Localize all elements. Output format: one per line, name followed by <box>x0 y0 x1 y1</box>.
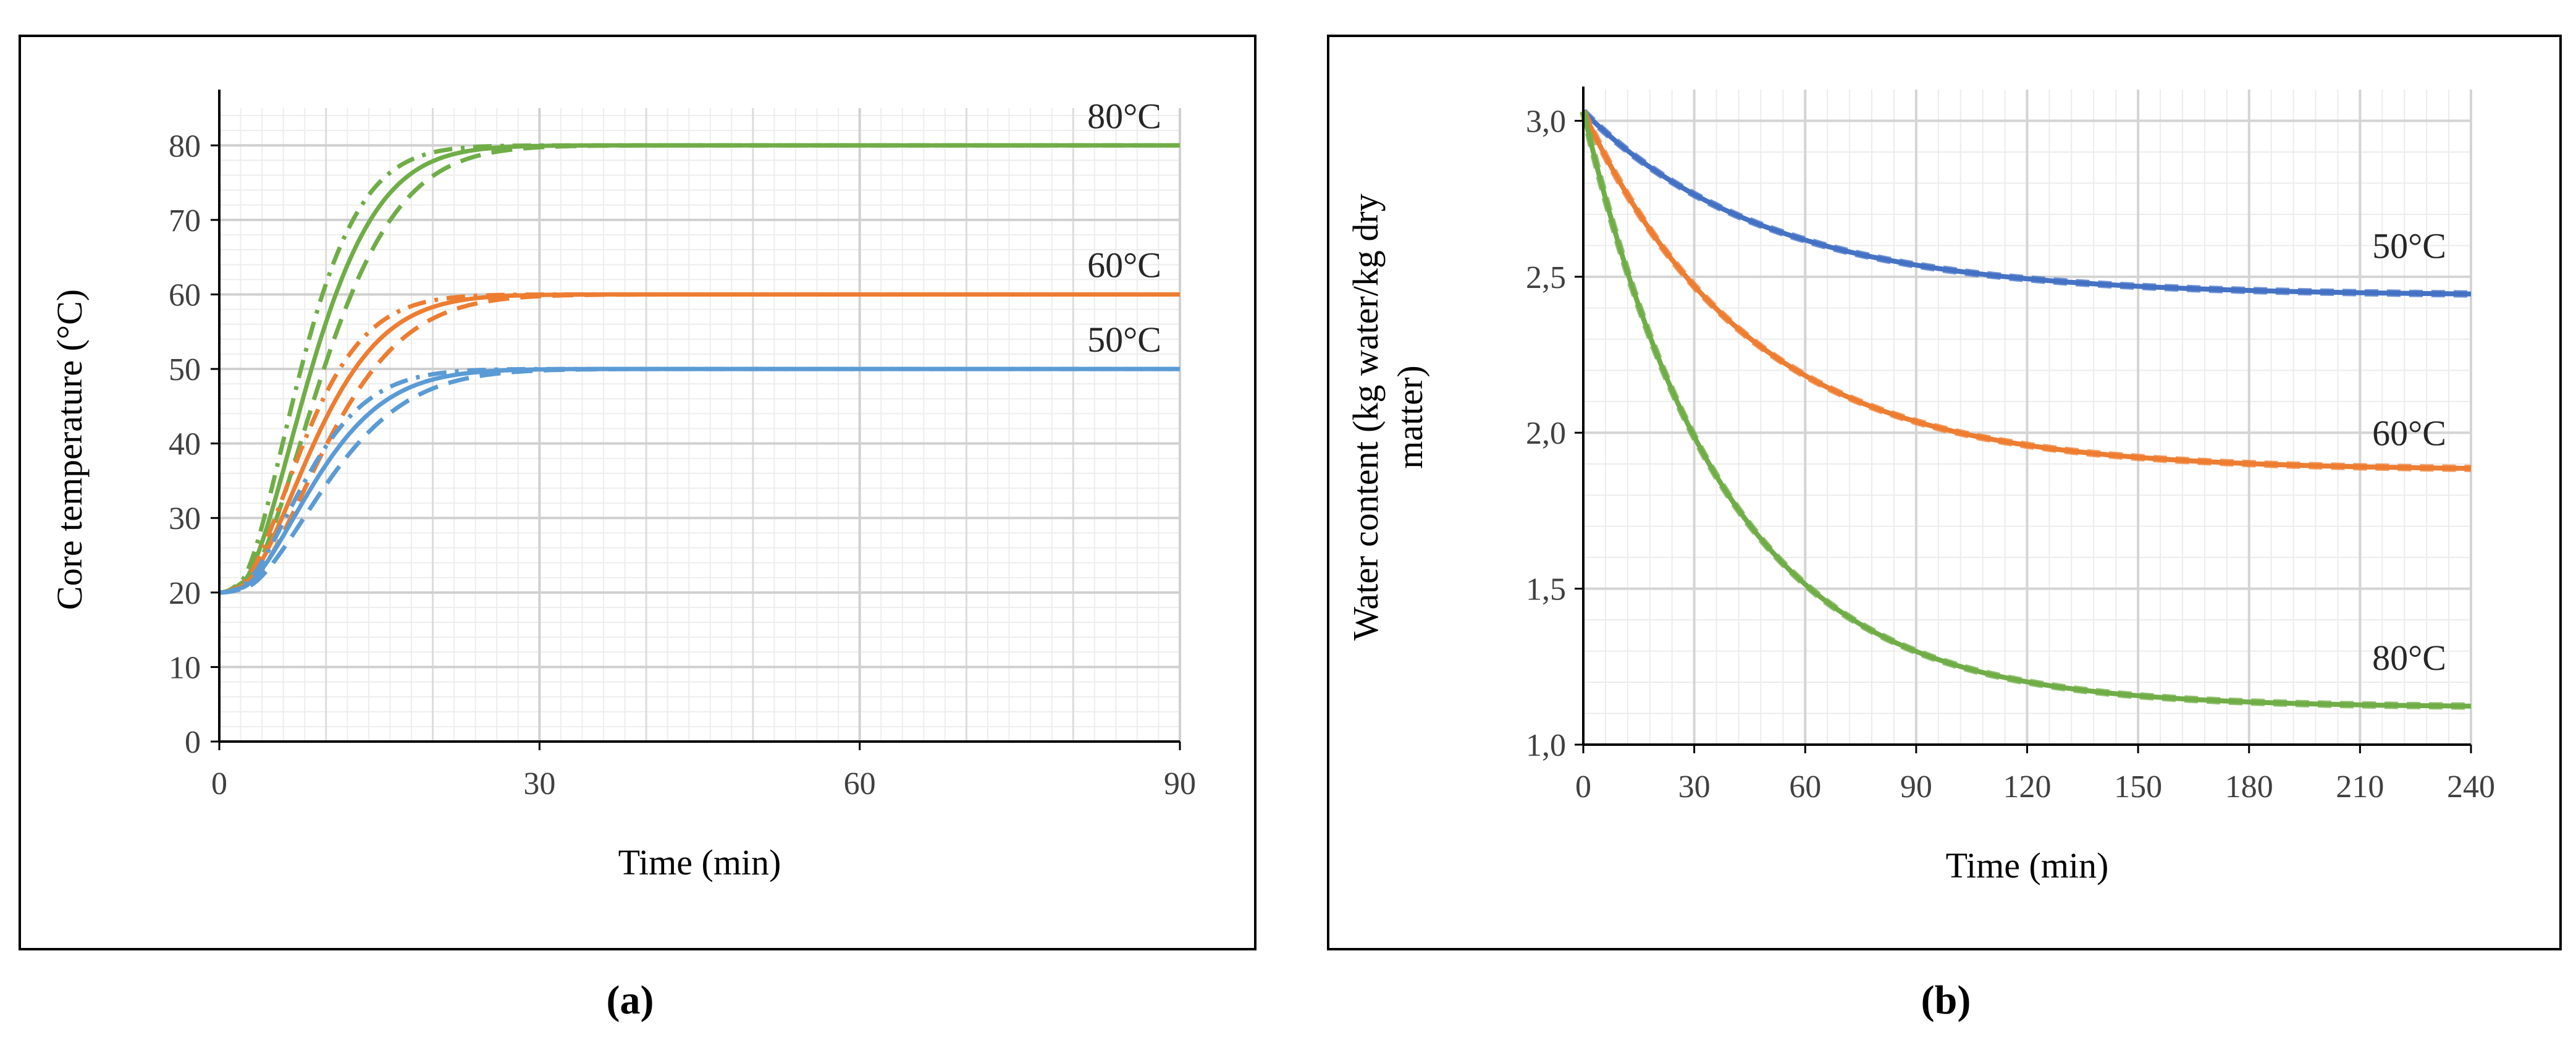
x-tick-label: 150 <box>2114 769 2162 805</box>
panel-b-frame <box>1327 35 2562 950</box>
series-model-line-50c <box>1580 109 2472 298</box>
y-tick-label: 2,0 <box>1526 416 1566 451</box>
series-model-line-80c <box>1580 110 2472 710</box>
x-tick-label: 30 <box>1678 769 1711 805</box>
x-tick-label: 60 <box>844 766 876 801</box>
series-label-80c: 80°C <box>2372 638 2446 678</box>
y-tick-label: 0 <box>185 725 201 760</box>
series-line-50c-dashed <box>219 366 1180 595</box>
series-model-line-60c <box>1580 109 2472 472</box>
series-label-60c: 60°C <box>1087 245 1161 285</box>
x-axis-title: Time (min) <box>618 842 781 882</box>
y-tick-label: 10 <box>169 650 201 685</box>
x-tick-label: 30 <box>523 766 555 801</box>
y-tick-label: 1,5 <box>1526 572 1566 607</box>
series-label-60c: 60°C <box>2372 413 2446 453</box>
x-tick-label: 120 <box>2003 769 2052 805</box>
x-tick-label: 210 <box>2336 769 2384 805</box>
y-tick-label: 60 <box>169 277 201 313</box>
series-line-60c-dashed <box>219 292 1180 595</box>
series-label-50c: 50°C <box>1087 319 1161 360</box>
y-tick-label: 70 <box>169 203 201 239</box>
x-tick-label: 90 <box>1900 769 1932 805</box>
y-tick-label: 3,0 <box>1526 104 1566 139</box>
x-tick-label: 90 <box>1164 766 1196 801</box>
series-line-80c-dashed <box>219 143 1180 595</box>
y-axis-title: Water content (kg water/kg dry matter) <box>1345 193 1430 640</box>
panel-a-frame <box>19 35 1256 950</box>
x-tick-label: 60 <box>1789 769 1821 805</box>
y-tick-label: 2,5 <box>1526 260 1566 295</box>
y-tick-label: 50 <box>169 352 201 387</box>
series-label-80c: 80°C <box>1087 96 1161 136</box>
y-tick-label: 30 <box>169 501 201 536</box>
panel-b-label: (b) <box>1921 978 1971 1023</box>
y-tick-label: 40 <box>169 427 201 462</box>
y-tick-label: 20 <box>169 576 201 611</box>
y-tick-label: 1,0 <box>1526 728 1566 763</box>
x-tick-label: 0 <box>1575 769 1591 805</box>
panel-a-label: (a) <box>607 978 654 1023</box>
x-tick-label: 180 <box>2225 769 2273 805</box>
y-axis-title: Core temperature (°C) <box>49 289 90 610</box>
x-axis-title: Time (min) <box>1946 845 2109 886</box>
y-tick-label: 80 <box>169 129 201 164</box>
plot-a: 0 10 20 30 40 50 60 70 80 0 30 60 90 Time (min) Core t… <box>49 90 1196 882</box>
series-line-50c-solid <box>219 366 1180 595</box>
series-label-50c: 50°C <box>2372 226 2446 266</box>
x-tick-label: 240 <box>2447 769 2495 805</box>
plot-b: 1,0 1,5 2,0 2,5 3,0 0 30 60 90 120 150 180 210 240 Tim… <box>1345 87 2495 886</box>
x-tick-label: 0 <box>211 766 227 801</box>
